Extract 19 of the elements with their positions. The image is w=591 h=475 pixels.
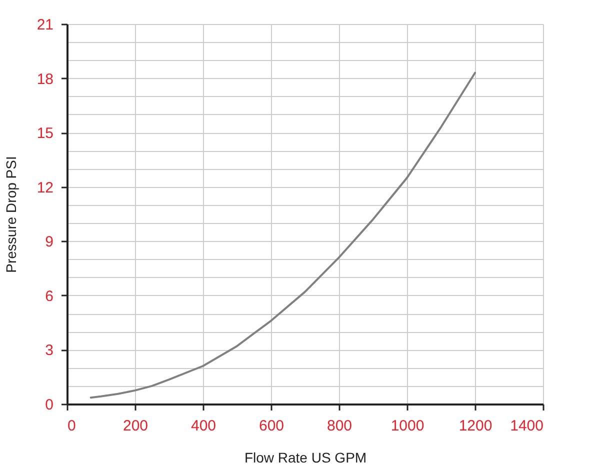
x-tick-label: 400 xyxy=(190,418,216,434)
x-tick-label: 1400 xyxy=(510,418,544,434)
x-tick-label: 800 xyxy=(326,418,352,434)
y-tick-label: 6 xyxy=(45,288,54,305)
y-tick-label: 9 xyxy=(45,234,54,251)
x-tick-label: 1200 xyxy=(458,418,492,434)
y-axis-title: Pressure Drop PSI xyxy=(2,156,19,273)
x-tick-label: 200 xyxy=(122,418,148,434)
line-series xyxy=(90,72,476,399)
x-tick-label: 0 xyxy=(68,418,76,434)
y-tick-label: 3 xyxy=(45,342,54,360)
y-tick-label: 0 xyxy=(45,396,54,414)
y-tick-label: 21 xyxy=(36,16,54,34)
x-axis-title: Flow Rate US GPM xyxy=(244,450,367,466)
y-tick-label: 18 xyxy=(36,70,54,88)
x-tick-label: 1000 xyxy=(390,418,424,434)
y-tick-label: 15 xyxy=(36,125,54,142)
x-tick-label: 600 xyxy=(258,418,284,434)
y-tick-label: 12 xyxy=(36,179,54,196)
